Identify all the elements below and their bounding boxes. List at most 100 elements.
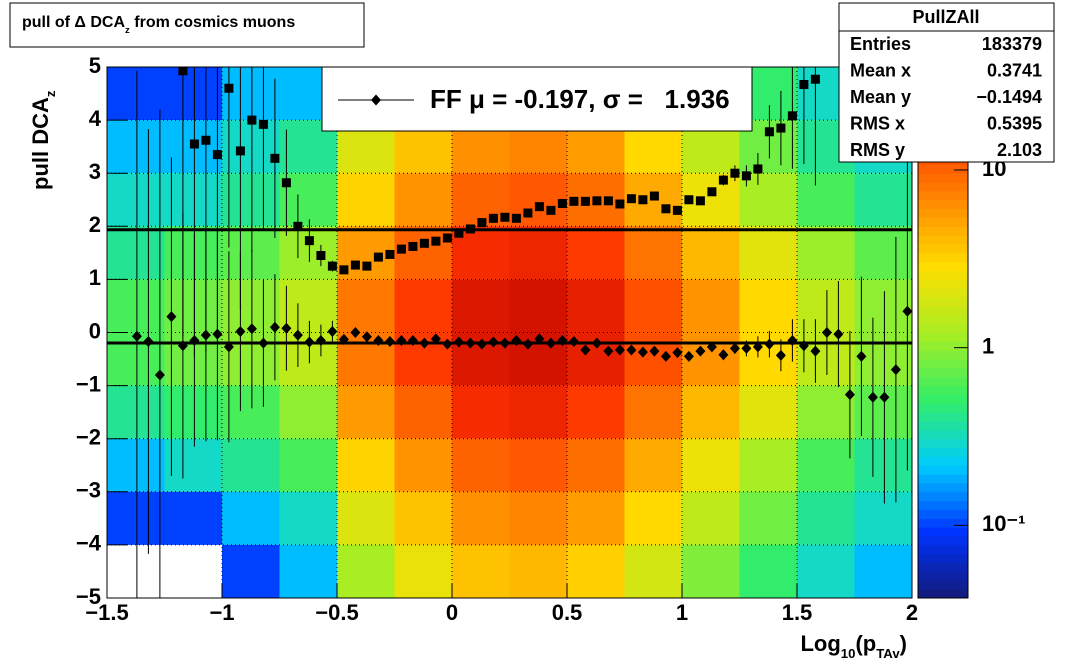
label-part: ) xyxy=(900,631,907,656)
axes: −1.5 −1 −0.5 0 0.5 1 1.5 2 −5 −4 −3 −2 −1 0 1 2 3 4 5 pull … xyxy=(28,53,918,662)
square-marker xyxy=(500,212,510,222)
heat-cell xyxy=(624,279,682,333)
square-marker xyxy=(304,236,314,246)
color-bar-step xyxy=(918,235,968,245)
y-tick-label: −5 xyxy=(76,584,101,609)
y-tick-label: −2 xyxy=(76,425,101,450)
diamond-marker xyxy=(764,338,775,350)
color-bar-step xyxy=(918,421,968,431)
color-bar-step xyxy=(918,341,968,351)
square-marker xyxy=(201,135,211,145)
square-marker xyxy=(339,265,349,275)
legend-label: FF μ = -0.197, σ = 1.936 xyxy=(430,84,730,114)
diamond-marker xyxy=(166,311,177,323)
diamond-marker xyxy=(269,321,280,333)
square-marker xyxy=(511,213,521,223)
diamond-marker xyxy=(407,334,418,346)
heat-cell xyxy=(624,544,682,598)
diamond-marker xyxy=(580,344,591,356)
heat-cell xyxy=(452,385,510,439)
title-box xyxy=(9,2,365,48)
heat-cell xyxy=(337,173,395,227)
heat-cell xyxy=(509,279,567,333)
square-marker xyxy=(799,80,809,90)
square-marker xyxy=(546,205,556,215)
stats-title: PullZAll xyxy=(913,7,980,27)
color-bar-step xyxy=(918,527,968,537)
color-bar-step xyxy=(918,359,968,369)
square-marker xyxy=(707,187,717,197)
square-marker xyxy=(672,205,682,215)
heat-cell xyxy=(739,491,797,545)
diamond-marker xyxy=(867,391,878,403)
color-bar-step xyxy=(918,438,968,449)
heat-cell xyxy=(337,491,395,545)
diamond-marker xyxy=(706,341,717,353)
diamond-marker xyxy=(465,337,476,349)
diamond-marker xyxy=(338,333,349,345)
y-tick-label: −4 xyxy=(76,531,102,556)
label-part: from cosmics muons xyxy=(130,14,295,31)
diamond-marker xyxy=(879,391,890,403)
heat-cell xyxy=(797,332,855,386)
heat-cell xyxy=(107,67,165,121)
heat-cell xyxy=(164,226,222,280)
stats-box xyxy=(838,2,1055,163)
diamond-marker xyxy=(522,338,533,350)
diamond-marker xyxy=(568,336,579,348)
heat-cell xyxy=(337,438,395,492)
diamond-marker xyxy=(384,336,395,348)
x-tick-label: 0 xyxy=(446,600,458,625)
heat-cell xyxy=(164,279,222,333)
diamond-marker xyxy=(683,350,694,362)
diamond-marker xyxy=(177,340,188,352)
square-marker xyxy=(684,195,694,205)
heat-cell xyxy=(337,279,395,333)
heat-cell xyxy=(394,173,452,227)
y-tick-label: 5 xyxy=(89,53,101,78)
heat-cell xyxy=(854,173,912,227)
label-part: pull DCA xyxy=(28,97,53,190)
diamond-marker xyxy=(258,337,269,349)
diamond-marker xyxy=(787,334,798,346)
diamond-marker xyxy=(419,337,430,349)
color-bar-step xyxy=(918,518,968,528)
square-marker xyxy=(408,241,418,251)
diamond-marker xyxy=(511,334,522,346)
color-bar-step xyxy=(918,491,968,502)
color-bar-step xyxy=(918,297,968,307)
diamond-marker xyxy=(476,338,487,350)
heat-cell xyxy=(509,438,567,492)
heat-cell xyxy=(624,226,682,280)
diamond-marker xyxy=(821,327,832,338)
square-marker xyxy=(431,236,441,246)
color-bar-step xyxy=(918,173,968,183)
heat-cell xyxy=(682,438,740,492)
color-bar-step xyxy=(918,164,968,174)
heat-cell xyxy=(682,332,740,386)
color-bar-step xyxy=(918,323,968,333)
diamond-marker xyxy=(488,336,499,348)
square-marker xyxy=(730,168,740,178)
square-marker xyxy=(270,153,280,163)
x-tick-label: −1.5 xyxy=(85,600,128,625)
heat-cell xyxy=(854,491,912,545)
heat-cell xyxy=(452,544,510,598)
heat-cell xyxy=(452,173,510,227)
y-tick-label: 1 xyxy=(89,265,101,290)
diamond-marker xyxy=(833,328,844,340)
square-marker xyxy=(569,196,579,206)
square-marker xyxy=(661,204,671,214)
color-bar-step xyxy=(918,199,968,210)
heat-cell xyxy=(337,385,395,439)
heat-cell xyxy=(682,226,740,280)
diamond-marker xyxy=(603,345,614,357)
square-marker xyxy=(385,249,395,259)
diamond-marker xyxy=(453,336,464,348)
y-axis-label: pull DCAz xyxy=(28,90,59,190)
diamond-marker xyxy=(729,342,740,354)
heat-cell xyxy=(739,544,797,598)
heat-cell xyxy=(394,279,452,333)
